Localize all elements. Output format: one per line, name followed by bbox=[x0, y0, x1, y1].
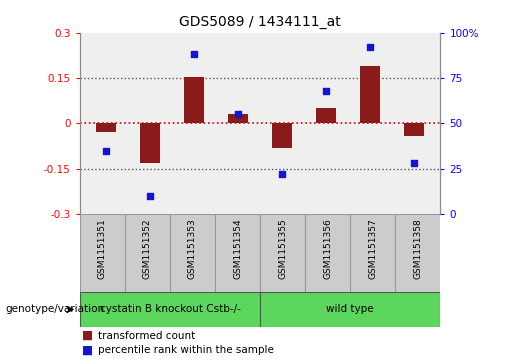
Text: ■: ■ bbox=[82, 329, 94, 342]
Bar bbox=[125, 214, 170, 292]
Text: cystatin B knockout Cstb-/-: cystatin B knockout Cstb-/- bbox=[99, 305, 241, 314]
Bar bbox=[316, 108, 336, 123]
Bar bbox=[170, 214, 215, 292]
Text: GSM1151358: GSM1151358 bbox=[414, 218, 422, 279]
Bar bbox=[80, 292, 260, 327]
Point bbox=[278, 171, 286, 177]
Text: GSM1151357: GSM1151357 bbox=[368, 218, 377, 279]
Point bbox=[190, 52, 198, 57]
Bar bbox=[404, 123, 424, 135]
Text: GSM1151351: GSM1151351 bbox=[98, 218, 107, 279]
Bar bbox=[260, 214, 305, 292]
Point bbox=[102, 148, 110, 154]
Point bbox=[410, 160, 418, 166]
Text: GSM1151353: GSM1151353 bbox=[188, 218, 197, 279]
Point bbox=[234, 111, 242, 117]
Text: GSM1151354: GSM1151354 bbox=[233, 218, 242, 279]
Bar bbox=[228, 114, 248, 123]
Bar bbox=[350, 214, 396, 292]
Bar bbox=[260, 292, 440, 327]
Text: transformed count: transformed count bbox=[98, 331, 195, 341]
Point bbox=[366, 44, 374, 50]
Bar bbox=[272, 123, 292, 148]
Bar bbox=[140, 123, 160, 163]
Text: wild type: wild type bbox=[327, 305, 374, 314]
Text: ■: ■ bbox=[82, 344, 94, 357]
Bar bbox=[80, 214, 125, 292]
Bar bbox=[305, 214, 350, 292]
Text: GSM1151352: GSM1151352 bbox=[143, 218, 152, 279]
Text: genotype/variation: genotype/variation bbox=[5, 305, 104, 314]
Title: GDS5089 / 1434111_at: GDS5089 / 1434111_at bbox=[179, 15, 341, 29]
Bar bbox=[96, 123, 116, 132]
Bar bbox=[396, 214, 440, 292]
Bar bbox=[215, 214, 260, 292]
Text: percentile rank within the sample: percentile rank within the sample bbox=[98, 345, 274, 355]
Bar bbox=[360, 66, 380, 123]
Point bbox=[322, 88, 330, 94]
Bar bbox=[184, 77, 204, 123]
Text: GSM1151355: GSM1151355 bbox=[278, 218, 287, 279]
Text: GSM1151356: GSM1151356 bbox=[323, 218, 332, 279]
Point bbox=[146, 193, 154, 199]
